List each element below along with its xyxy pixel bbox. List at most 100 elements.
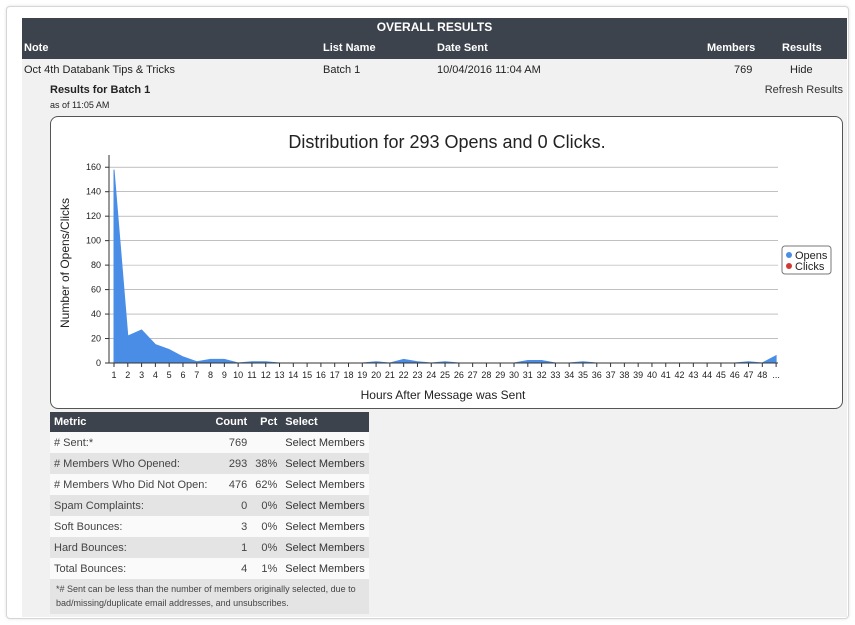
x-tick-label: 1 xyxy=(111,370,116,380)
x-tick-label: 24 xyxy=(426,370,436,380)
x-tick-label: 7 xyxy=(194,370,199,380)
x-tick-label: 28 xyxy=(481,370,491,380)
y-tick-label: 20 xyxy=(91,334,101,344)
metric-count: 3 xyxy=(211,516,252,537)
select-members-link[interactable]: Select Members xyxy=(281,432,369,453)
y-tick-label: 160 xyxy=(86,162,101,172)
overall-results-title: OVERALL RESULTS xyxy=(22,18,847,37)
x-tick-label: 14 xyxy=(288,370,298,380)
column-header-note: Note xyxy=(24,42,49,54)
x-tick-label: 44 xyxy=(702,370,712,380)
x-tick-label: 27 xyxy=(468,370,478,380)
x-axis-label: Hours After Message was Sent xyxy=(361,388,526,402)
row-date-sent: 10/04/2016 11:04 AM xyxy=(437,64,541,76)
y-tick-label: 140 xyxy=(86,187,101,197)
x-tick-label: 37 xyxy=(606,370,616,380)
legend-opens-label: Opens xyxy=(795,250,828,262)
row-note: Oct 4th Databank Tips & Tricks xyxy=(24,64,176,76)
metrics-row: # Sent:* 769 Select Members xyxy=(50,432,369,453)
x-tick-label: 33 xyxy=(550,370,560,380)
x-tick-label: 4 xyxy=(153,370,158,380)
x-tick-label: 8 xyxy=(208,370,213,380)
select-members-link[interactable]: Select Members xyxy=(281,474,369,495)
x-tick-label: 43 xyxy=(688,370,698,380)
x-tick-label: 30 xyxy=(509,370,519,380)
metric-label: # Members Who Opened: xyxy=(50,453,212,474)
legend-box xyxy=(781,245,832,275)
legend-clicks-label: Clicks xyxy=(795,261,825,273)
x-tick-label: 41 xyxy=(661,370,671,380)
legend-opens-swatch xyxy=(786,252,792,258)
x-tick-label: 3 xyxy=(139,370,144,380)
metric-count: 769 xyxy=(211,432,252,453)
x-tick-label: 31 xyxy=(523,370,533,380)
metrics-row: # Members Who Opened: 293 38% Select Mem… xyxy=(50,453,369,474)
batch-title: Results for Batch 1 xyxy=(50,84,151,96)
metrics-header-pct: Pct xyxy=(251,412,282,432)
x-tick-label: 26 xyxy=(454,370,464,380)
metric-label: # Members Who Did Not Open: xyxy=(50,474,212,495)
x-tick-label: 29 xyxy=(495,370,505,380)
chart-svg: Distribution for 293 Opens and 0 Clicks.… xyxy=(58,132,832,402)
select-members-link[interactable]: Select Members xyxy=(281,537,369,558)
x-tick-label: 20 xyxy=(371,370,381,380)
x-tick-label: 15 xyxy=(302,370,312,380)
x-tick-label: 19 xyxy=(357,370,367,380)
column-header-results: Results xyxy=(782,42,822,54)
series-opens-area xyxy=(113,169,777,364)
x-tick-label: 2 xyxy=(125,370,130,380)
x-tick-label: 17 xyxy=(330,370,340,380)
select-members-link[interactable]: Select Members xyxy=(281,453,369,474)
metric-pct: 0% xyxy=(251,537,282,558)
x-tick-label: 9 xyxy=(222,370,227,380)
metrics-row: Soft Bounces: 3 0% Select Members xyxy=(50,516,369,537)
select-members-link[interactable]: Select Members xyxy=(281,516,369,537)
metrics-header-metric: Metric xyxy=(50,412,212,432)
metrics-header-count: Count xyxy=(211,412,252,432)
column-header-members: Members xyxy=(707,42,756,54)
metric-pct: 38% xyxy=(251,453,282,474)
select-members-link[interactable]: Select Members xyxy=(281,558,369,579)
x-tick-label: 23 xyxy=(412,370,422,380)
x-tick-label: 39 xyxy=(633,370,643,380)
x-tick-label: 32 xyxy=(537,370,547,380)
x-tick-label: 47 xyxy=(744,370,754,380)
chart-legend: Opens Clicks xyxy=(781,245,832,275)
x-tick-label: 5 xyxy=(167,370,172,380)
metric-count: 1 xyxy=(211,537,252,558)
x-tick-label: 40 xyxy=(647,370,657,380)
x-tick-label: ... xyxy=(772,370,780,380)
y-tick-label: 40 xyxy=(91,309,101,319)
y-tick-label: 0 xyxy=(96,358,101,368)
metric-pct: 62% xyxy=(251,474,282,495)
y-tick-label: 60 xyxy=(91,285,101,295)
row-list-name: Batch 1 xyxy=(323,64,361,76)
select-members-link[interactable]: Select Members xyxy=(281,495,369,516)
metric-label: Hard Bounces: xyxy=(50,537,212,558)
metric-pct: 1% xyxy=(251,558,282,579)
y-tick-label: 100 xyxy=(86,236,101,246)
y-tick-label: 120 xyxy=(86,211,101,221)
x-tick-label: 25 xyxy=(440,370,450,380)
results-panel: OVERALL RESULTS Note List Name Date Sent… xyxy=(22,18,847,617)
refresh-results-link[interactable]: Refresh Results xyxy=(764,84,843,96)
metric-count: 4 xyxy=(211,558,252,579)
distribution-chart: Distribution for 293 Opens and 0 Clicks.… xyxy=(50,116,843,409)
metrics-row: Hard Bounces: 1 0% Select Members xyxy=(50,537,369,558)
batch-timestamp: as of 11:05 AM xyxy=(50,100,110,110)
metric-label: # Sent:* xyxy=(50,432,212,453)
chart-series xyxy=(113,169,777,364)
x-tick-label: 18 xyxy=(343,370,353,380)
y-tick-label: 80 xyxy=(91,260,101,270)
metrics-row: Total Bounces: 4 1% Select Members xyxy=(50,558,369,579)
metric-label: Soft Bounces: xyxy=(50,516,212,537)
x-tick-label: 11 xyxy=(247,370,256,380)
x-tick-label: 36 xyxy=(592,370,602,380)
metric-label: Spam Complaints: xyxy=(50,495,212,516)
x-tick-label: 21 xyxy=(385,370,395,380)
hide-results-link[interactable]: Hide xyxy=(790,64,813,76)
metric-count: 293 xyxy=(211,453,252,474)
x-tick-label: 22 xyxy=(399,370,409,380)
metrics-row: Spam Complaints: 0 0% Select Members xyxy=(50,495,369,516)
metric-pct xyxy=(251,432,282,453)
